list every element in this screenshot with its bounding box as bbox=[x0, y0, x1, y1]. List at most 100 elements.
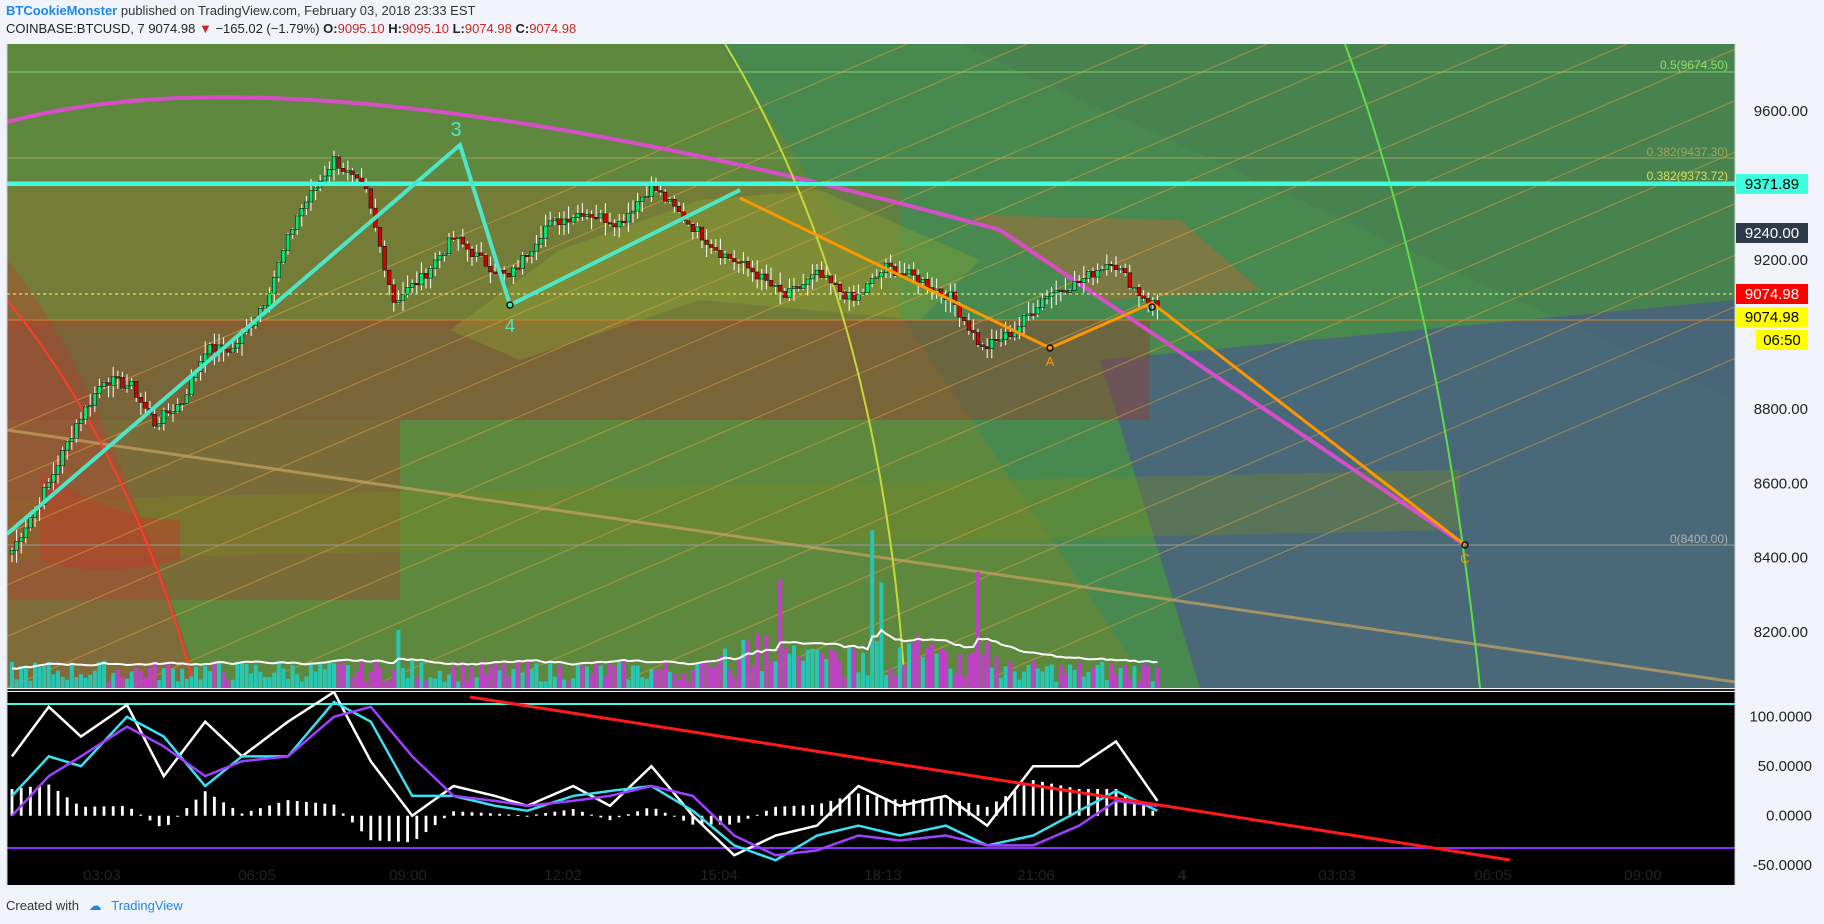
volume-bar bbox=[488, 666, 493, 688]
fan-line bbox=[7, 44, 1268, 586]
histogram-bar bbox=[351, 815, 354, 823]
histogram-bar bbox=[38, 785, 41, 816]
volume-bar bbox=[980, 654, 985, 688]
abc-correction-line bbox=[739, 196, 1466, 547]
tradingview-cloud-icon: ☁ bbox=[88, 898, 102, 913]
fan-line bbox=[966, 357, 1735, 688]
price-tick-6: 8200.00 bbox=[1754, 624, 1808, 641]
volume-bar bbox=[1040, 671, 1045, 688]
volume-bar bbox=[916, 634, 921, 688]
volume-bar bbox=[805, 649, 810, 688]
candle bbox=[175, 404, 180, 413]
volume-bar bbox=[46, 661, 51, 688]
volume-bar bbox=[28, 680, 33, 688]
fan-line bbox=[7, 44, 1508, 688]
histogram-bar bbox=[295, 801, 299, 816]
candle bbox=[874, 276, 879, 279]
fan-line bbox=[246, 48, 1735, 688]
price-change: −165.02 (−1.79%) bbox=[215, 21, 320, 36]
fan-line bbox=[366, 100, 1735, 688]
author-link[interactable]: BTCookieMonster bbox=[6, 3, 118, 18]
volume-bar bbox=[529, 669, 534, 688]
candle bbox=[672, 199, 677, 207]
volume-bar bbox=[1155, 667, 1160, 688]
histogram-bar bbox=[571, 809, 575, 816]
histogram-bar bbox=[415, 815, 419, 839]
histogram-bar bbox=[139, 814, 143, 816]
histogram-bar bbox=[599, 815, 603, 818]
volume-bar bbox=[290, 665, 295, 688]
histogram-bar bbox=[507, 814, 511, 816]
volume-bar bbox=[437, 670, 442, 688]
volume-bar bbox=[971, 652, 976, 688]
volume-bar bbox=[212, 661, 217, 688]
histogram-bar bbox=[452, 811, 455, 816]
histogram-bar bbox=[875, 796, 879, 816]
candle bbox=[699, 226, 705, 241]
osc-tick-3: -50.0000 bbox=[1753, 857, 1812, 874]
candle bbox=[787, 288, 792, 298]
candle bbox=[630, 210, 636, 214]
volume-bar bbox=[1091, 667, 1095, 688]
volume-bar bbox=[345, 665, 350, 688]
time-axis[interactable]: 03:03 06:05 09:00 12:02 15:04 18:13 21:06 4 03:0… bbox=[83, 867, 1662, 884]
histogram-bar bbox=[958, 800, 961, 816]
volume-bar bbox=[497, 670, 502, 688]
volume-bar bbox=[410, 660, 415, 688]
volume-bar bbox=[815, 649, 819, 688]
candle bbox=[971, 330, 976, 333]
candle bbox=[405, 287, 410, 295]
volume-bar bbox=[911, 643, 916, 688]
volume-bar bbox=[644, 678, 649, 688]
volume-bar bbox=[313, 671, 318, 688]
volume-bar bbox=[401, 668, 405, 688]
fan-line bbox=[606, 203, 1735, 688]
candle bbox=[327, 169, 332, 177]
volume-bar bbox=[341, 664, 346, 688]
candle bbox=[83, 406, 88, 420]
volume-bar bbox=[318, 663, 323, 688]
volume-bar bbox=[631, 665, 635, 688]
histogram-bar bbox=[1059, 785, 1063, 816]
candle bbox=[998, 339, 1004, 342]
candle bbox=[428, 268, 433, 279]
histogram-bar bbox=[627, 814, 630, 816]
candle bbox=[488, 266, 493, 273]
volume-bar bbox=[1109, 664, 1114, 688]
candle bbox=[19, 537, 24, 542]
volume-bar bbox=[152, 661, 157, 688]
histogram-bar bbox=[516, 815, 520, 817]
time-tick-0: 03:03 bbox=[83, 867, 121, 884]
candle bbox=[23, 527, 28, 539]
time-arc-3 bbox=[7, 299, 196, 688]
candle bbox=[952, 291, 958, 305]
histogram-bar bbox=[857, 793, 860, 816]
volume-bar bbox=[1118, 667, 1123, 688]
volume-bar bbox=[856, 672, 861, 688]
volume-bar bbox=[557, 665, 562, 688]
volume-bar bbox=[838, 662, 842, 688]
abc-label-c: C bbox=[1460, 551, 1469, 566]
volume-bar bbox=[874, 641, 879, 688]
candle bbox=[506, 273, 511, 277]
histogram-bar bbox=[535, 814, 538, 816]
candle bbox=[1072, 280, 1077, 291]
candle bbox=[492, 271, 498, 274]
volume-bar bbox=[962, 675, 967, 688]
candle bbox=[548, 220, 553, 227]
volume-bar bbox=[626, 679, 631, 688]
volume-bar bbox=[253, 664, 258, 688]
fan-line bbox=[7, 44, 908, 431]
volume-bar bbox=[373, 661, 378, 688]
tradingview-link[interactable]: TradingView bbox=[111, 898, 183, 913]
candle bbox=[368, 188, 373, 209]
candle bbox=[810, 274, 815, 280]
volume-bar bbox=[10, 661, 14, 688]
volume-bar bbox=[175, 681, 180, 688]
volume-bar bbox=[1137, 681, 1141, 688]
volume-bar bbox=[1072, 669, 1077, 688]
histogram-bar bbox=[801, 805, 805, 816]
volume-bar bbox=[686, 681, 691, 688]
volume-bar bbox=[355, 670, 359, 688]
